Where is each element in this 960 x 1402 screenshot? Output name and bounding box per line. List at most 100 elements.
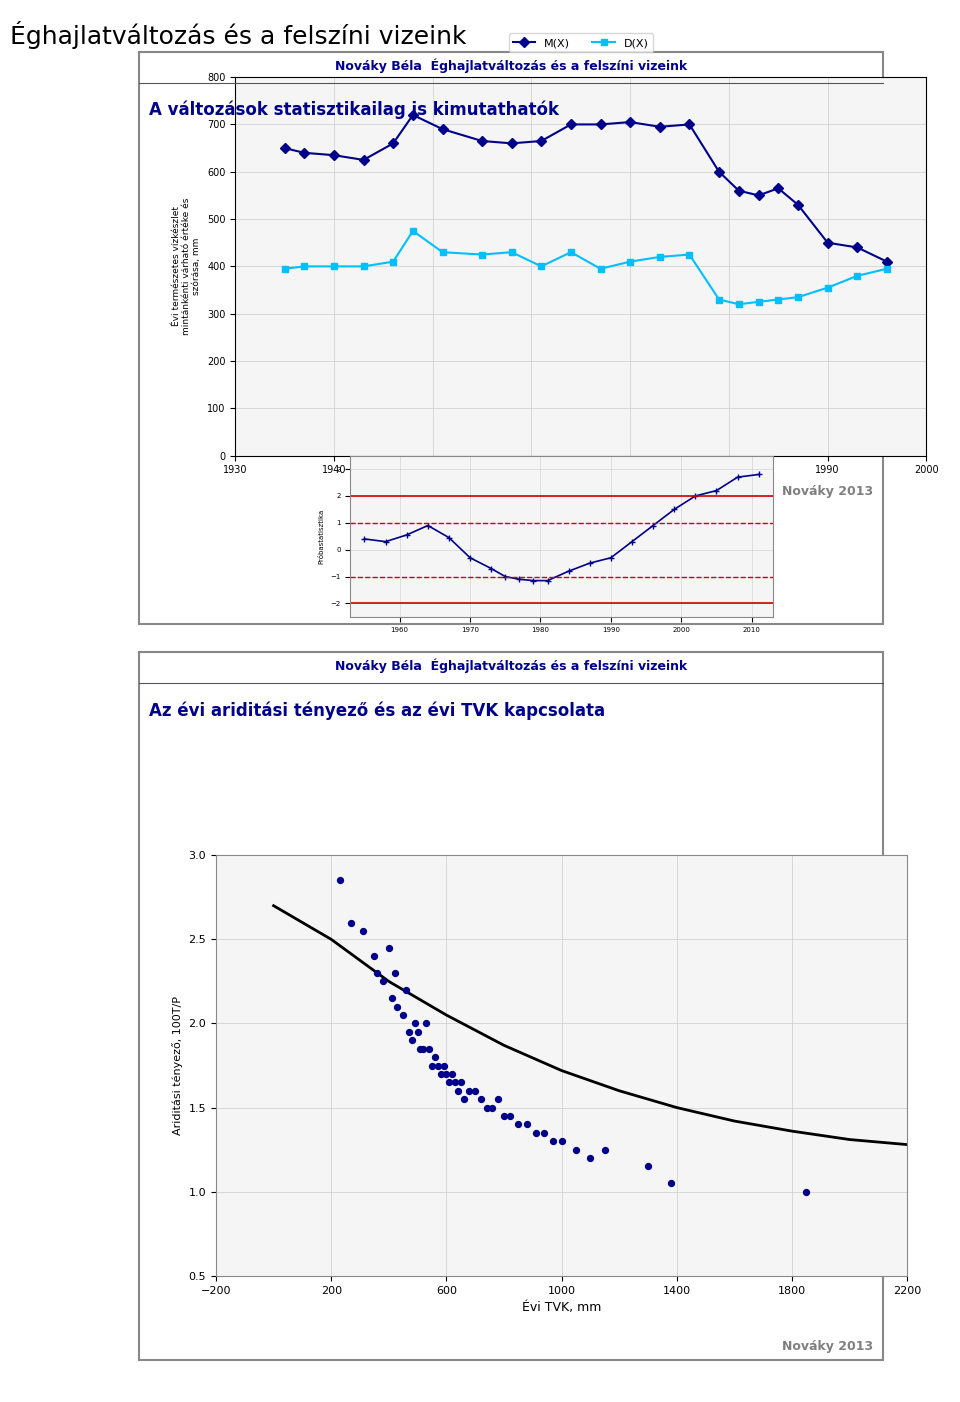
Point <box>410 1021 425 1043</box>
Point <box>384 987 399 1009</box>
D(X) <box>733 296 745 313</box>
D(X) <box>476 247 488 264</box>
M(X) <box>713 163 725 179</box>
Point <box>473 1088 489 1110</box>
M(X) <box>536 133 547 150</box>
Point <box>519 1113 535 1136</box>
M(X) <box>684 116 695 133</box>
Point <box>511 1113 526 1136</box>
Point <box>439 1063 454 1085</box>
Text: Nováky 2013: Nováky 2013 <box>782 485 874 498</box>
Point <box>485 1096 500 1119</box>
D(X) <box>358 258 370 275</box>
Y-axis label: Ariditási tényező, 100T/P: Ariditási tényező, 100T/P <box>172 995 183 1136</box>
M(X) <box>654 118 665 135</box>
D(X) <box>388 254 399 271</box>
D(X) <box>565 244 577 261</box>
Point <box>568 1138 584 1161</box>
M(X) <box>506 135 517 151</box>
Point <box>332 869 348 892</box>
D(X) <box>506 244 517 261</box>
Point <box>355 920 371 942</box>
Line: D(X): D(X) <box>281 227 890 307</box>
Text: Nováky Béla  Éghajlatváltozás és a felszíni vizeink: Nováky Béla Éghajlatváltozás és a felszí… <box>335 659 687 673</box>
Point <box>583 1147 598 1169</box>
M(X) <box>595 116 607 133</box>
M(X) <box>388 135 399 151</box>
M(X) <box>476 133 488 150</box>
D(X) <box>792 289 804 306</box>
D(X) <box>822 279 833 296</box>
D(X) <box>654 248 665 265</box>
Point <box>491 1088 506 1110</box>
Point <box>413 1037 428 1060</box>
D(X) <box>713 292 725 308</box>
Text: A változások statisztikailag is kimutathatók: A változások statisztikailag is kimutath… <box>149 101 559 119</box>
Y-axis label: Évi természetes vízkészlet
mintánkénti várható értéke és
szórása, mm: Évi természetes vízkészlet mintánkénti v… <box>172 198 202 335</box>
M(X) <box>437 121 448 137</box>
Point <box>663 1172 679 1195</box>
Point <box>401 1021 417 1043</box>
Point <box>416 1037 431 1060</box>
M(X) <box>733 182 745 199</box>
M(X) <box>852 238 863 255</box>
M(X) <box>773 179 784 196</box>
Point <box>433 1063 448 1085</box>
M(X) <box>328 147 340 164</box>
Point <box>381 937 396 959</box>
D(X) <box>753 293 764 310</box>
Point <box>502 1105 517 1127</box>
M(X) <box>753 186 764 203</box>
M(X) <box>299 144 310 161</box>
Point <box>407 1012 422 1035</box>
D(X) <box>684 247 695 264</box>
D(X) <box>624 254 636 271</box>
Text: Éghajlatváltozás és a felszíni vizeink: Éghajlatváltozás és a felszíni vizeink <box>10 21 467 49</box>
Point <box>456 1088 471 1110</box>
Point <box>370 962 385 984</box>
D(X) <box>852 268 863 285</box>
Point <box>450 1080 466 1102</box>
D(X) <box>773 292 784 308</box>
Point <box>554 1130 569 1152</box>
D(X) <box>595 261 607 278</box>
Point <box>447 1071 463 1094</box>
D(X) <box>299 258 310 275</box>
Point <box>375 970 391 993</box>
Point <box>462 1080 477 1102</box>
Point <box>404 1029 420 1052</box>
Point <box>419 1012 434 1035</box>
M(X) <box>358 151 370 168</box>
Point <box>496 1105 512 1127</box>
Point <box>424 1054 440 1077</box>
Point <box>421 1037 437 1060</box>
Y-axis label: Próbastatisztika: Próbastatisztika <box>319 509 324 564</box>
Point <box>468 1080 483 1102</box>
Point <box>367 945 382 967</box>
M(X) <box>624 114 636 130</box>
Point <box>799 1180 814 1203</box>
Point <box>430 1054 445 1077</box>
M(X) <box>278 140 290 157</box>
Point <box>398 979 414 1001</box>
D(X) <box>407 223 419 240</box>
Line: M(X): M(X) <box>281 112 890 265</box>
M(X) <box>565 116 577 133</box>
Point <box>390 995 405 1018</box>
Point <box>640 1155 656 1178</box>
Point <box>444 1063 460 1085</box>
Text: Nováky 2013: Nováky 2013 <box>782 1340 874 1353</box>
Point <box>387 962 402 984</box>
Text: Az évi ariditási tényező és az évi TVK kapcsolata: Az évi ariditási tényező és az évi TVK k… <box>149 701 605 719</box>
D(X) <box>328 258 340 275</box>
Point <box>436 1054 451 1077</box>
Legend: M(X), D(X): M(X), D(X) <box>509 34 653 52</box>
D(X) <box>437 244 448 261</box>
D(X) <box>881 261 893 278</box>
X-axis label: Évi TVK, mm: Évi TVK, mm <box>522 1301 601 1314</box>
Point <box>396 1004 411 1026</box>
Point <box>479 1096 494 1119</box>
M(X) <box>822 234 833 251</box>
D(X) <box>278 261 290 278</box>
M(X) <box>792 196 804 213</box>
